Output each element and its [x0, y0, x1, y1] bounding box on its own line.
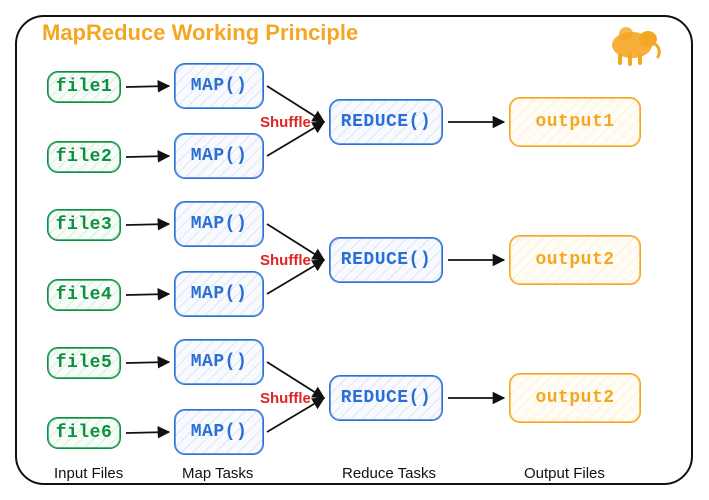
arrow-file-map-file6	[126, 432, 169, 433]
reduce-task-reduce3-label: REDUCE()	[341, 388, 431, 408]
input-file-file5-label: file5	[56, 353, 113, 373]
map-task-map6-label: MAP()	[191, 422, 248, 442]
input-file-file4-label: file4	[56, 285, 113, 305]
map-task-map2-label: MAP()	[191, 146, 248, 166]
diagram-canvas: MapReduce Working Principle file1 MAP() fi…	[0, 0, 709, 500]
shuffle-label-2: Shuffle	[260, 252, 311, 269]
shuffle-label-3: Shuffle	[260, 390, 311, 407]
input-file-file3-label: file3	[56, 215, 113, 235]
arrow-file-map-file3	[126, 224, 169, 225]
reduce-task-reduce2-label: REDUCE()	[341, 250, 431, 270]
arrow-file-map-file1	[126, 86, 169, 87]
input-file-file2-label: file2	[56, 147, 113, 167]
map-task-map3-label: MAP()	[191, 214, 248, 234]
map-task-map4-label: MAP()	[191, 284, 248, 304]
arrow-file-map-file2	[126, 156, 169, 157]
shuffle-label-1: Shuffle	[260, 114, 311, 131]
column-label-input: Input Files	[54, 465, 123, 482]
column-label-reduce: Reduce Tasks	[342, 465, 436, 482]
map-task-map1-label: MAP()	[191, 76, 248, 96]
output-file-out1-label: output1	[535, 112, 614, 132]
output-file-out2-label: output2	[535, 250, 614, 270]
output-file-out3-label: output2	[535, 388, 614, 408]
input-file-file1-label: file1	[56, 77, 113, 97]
map-task-map5-label: MAP()	[191, 352, 248, 372]
diagram-title: MapReduce Working Principle	[42, 20, 358, 46]
column-label-output: Output Files	[524, 465, 605, 482]
arrow-file-map-file5	[126, 362, 169, 363]
arrow-file-map-file4	[126, 294, 169, 295]
reduce-task-reduce1-label: REDUCE()	[341, 112, 431, 132]
input-file-file6-label: file6	[56, 423, 113, 443]
column-label-map: Map Tasks	[182, 465, 253, 482]
